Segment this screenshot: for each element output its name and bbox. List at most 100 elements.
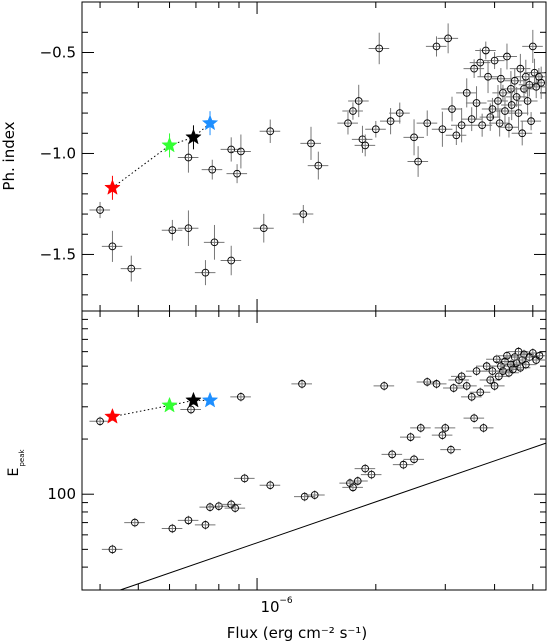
bottom-data-point <box>456 381 477 391</box>
bottom-data-point <box>234 473 255 484</box>
top-ylabel: Ph. index <box>0 121 18 190</box>
top-data-point <box>220 245 242 276</box>
bottom-data-point <box>443 383 464 393</box>
bottom-data-point <box>360 469 382 480</box>
top-data-point <box>475 41 496 60</box>
bottom-ylabel-sub: peak <box>18 449 26 467</box>
bottom-data-point <box>304 490 325 500</box>
bottom-highlight-star <box>104 407 121 424</box>
top-data-point <box>230 134 251 169</box>
bottom-data-point <box>354 463 376 474</box>
bottom-data-point <box>392 460 414 470</box>
bottom-ylabel: E peak <box>6 449 26 477</box>
top-data-point <box>342 102 363 120</box>
top-data-point <box>226 164 248 184</box>
bottom-highlight-connector <box>112 399 210 418</box>
top-ytick-label: −1.5 <box>40 245 76 263</box>
top-data-point <box>507 95 529 131</box>
bottom-data-point <box>440 445 461 455</box>
bottom-data-point <box>399 432 421 442</box>
top-data-point <box>516 86 538 116</box>
top-data-point <box>490 68 511 90</box>
bottom-ytick-label: 100 <box>47 485 76 503</box>
bottom-data-point <box>208 501 229 511</box>
top-data-point <box>522 29 543 63</box>
top-data-point <box>465 86 487 120</box>
bottom-data-point <box>161 523 183 534</box>
top-data-point <box>177 210 199 246</box>
bottom-data-point <box>373 381 395 391</box>
top-data-point <box>530 66 547 99</box>
top-highlight-star <box>201 111 219 136</box>
top-data-point <box>259 119 281 143</box>
top-data-point <box>481 97 503 121</box>
top-ytick-label: −1.0 <box>40 144 76 162</box>
top-data-point <box>120 255 142 282</box>
bottom-data-point <box>194 520 216 530</box>
top-data-point <box>489 109 510 137</box>
bottom-data-point <box>124 517 145 528</box>
bottom-data-point <box>180 404 201 415</box>
top-data-point <box>389 102 410 124</box>
bottom-data-point <box>403 454 425 464</box>
top-data-point <box>451 108 472 143</box>
top-data-point <box>509 53 531 84</box>
x-tick-label-exp: −6 <box>279 596 293 606</box>
top-data-point <box>101 230 123 262</box>
bottom-data-point <box>528 351 547 361</box>
bottom-data-point <box>496 351 517 361</box>
bottom-data-point <box>451 371 472 381</box>
bottom-data-point <box>89 416 111 426</box>
x-tick-label-base: 10 <box>260 598 279 616</box>
bottom-highlight-star <box>161 396 178 413</box>
top-data-point <box>354 134 376 157</box>
top-data-point <box>161 219 183 241</box>
bottom-data-point <box>469 387 491 397</box>
top-highlight-connector <box>112 122 211 189</box>
top-data-point <box>520 112 542 131</box>
top-data-point <box>89 201 111 219</box>
top-data-point <box>461 107 482 132</box>
bottom-data-point <box>425 379 447 389</box>
top-data-point <box>441 96 462 122</box>
bottom-data-point <box>483 381 505 391</box>
bottom-data-point <box>230 392 251 402</box>
top-plot-frame <box>81 1 547 312</box>
top-data-point <box>425 36 447 57</box>
x-axis-label: Flux (erg cm⁻² s⁻¹) <box>227 624 367 642</box>
top-data-point <box>253 213 274 243</box>
panel-epeak: 100 <box>47 310 547 591</box>
top-data-point <box>368 32 390 65</box>
bottom-plot-frame <box>81 310 547 591</box>
bottom-data-point <box>259 480 281 490</box>
top-data-point <box>351 125 373 153</box>
top-data-point <box>437 23 459 54</box>
x-tick-label: 10 −6 <box>260 596 292 616</box>
bottom-data-point <box>224 503 246 513</box>
bottom-data-point <box>199 502 221 512</box>
top-data-point <box>177 142 199 173</box>
top-data-point <box>496 43 517 70</box>
reference-line <box>120 442 547 591</box>
panel-photon-index: −0.5 −1.0 −1.5 <box>40 1 547 312</box>
top-data-point <box>292 204 314 224</box>
bottom-data-point <box>101 544 123 554</box>
top-data-point <box>379 108 401 135</box>
top-data-point <box>506 87 527 107</box>
top-data-point <box>469 48 491 77</box>
top-data-point <box>416 110 438 136</box>
top-data-point <box>348 84 369 118</box>
bottom-data-point <box>502 364 523 375</box>
top-highlight-star <box>161 133 178 158</box>
top-data-point <box>511 121 533 146</box>
bottom-highlight-star <box>185 391 202 408</box>
top-data-point <box>203 224 225 260</box>
bottom-data-point <box>431 430 453 440</box>
top-data-point <box>483 52 505 70</box>
top-data-point <box>407 146 429 177</box>
bottom-data-point <box>479 375 501 385</box>
bottom-data-point <box>177 515 199 525</box>
top-data-point <box>479 103 501 131</box>
bottom-data-point <box>463 413 485 423</box>
